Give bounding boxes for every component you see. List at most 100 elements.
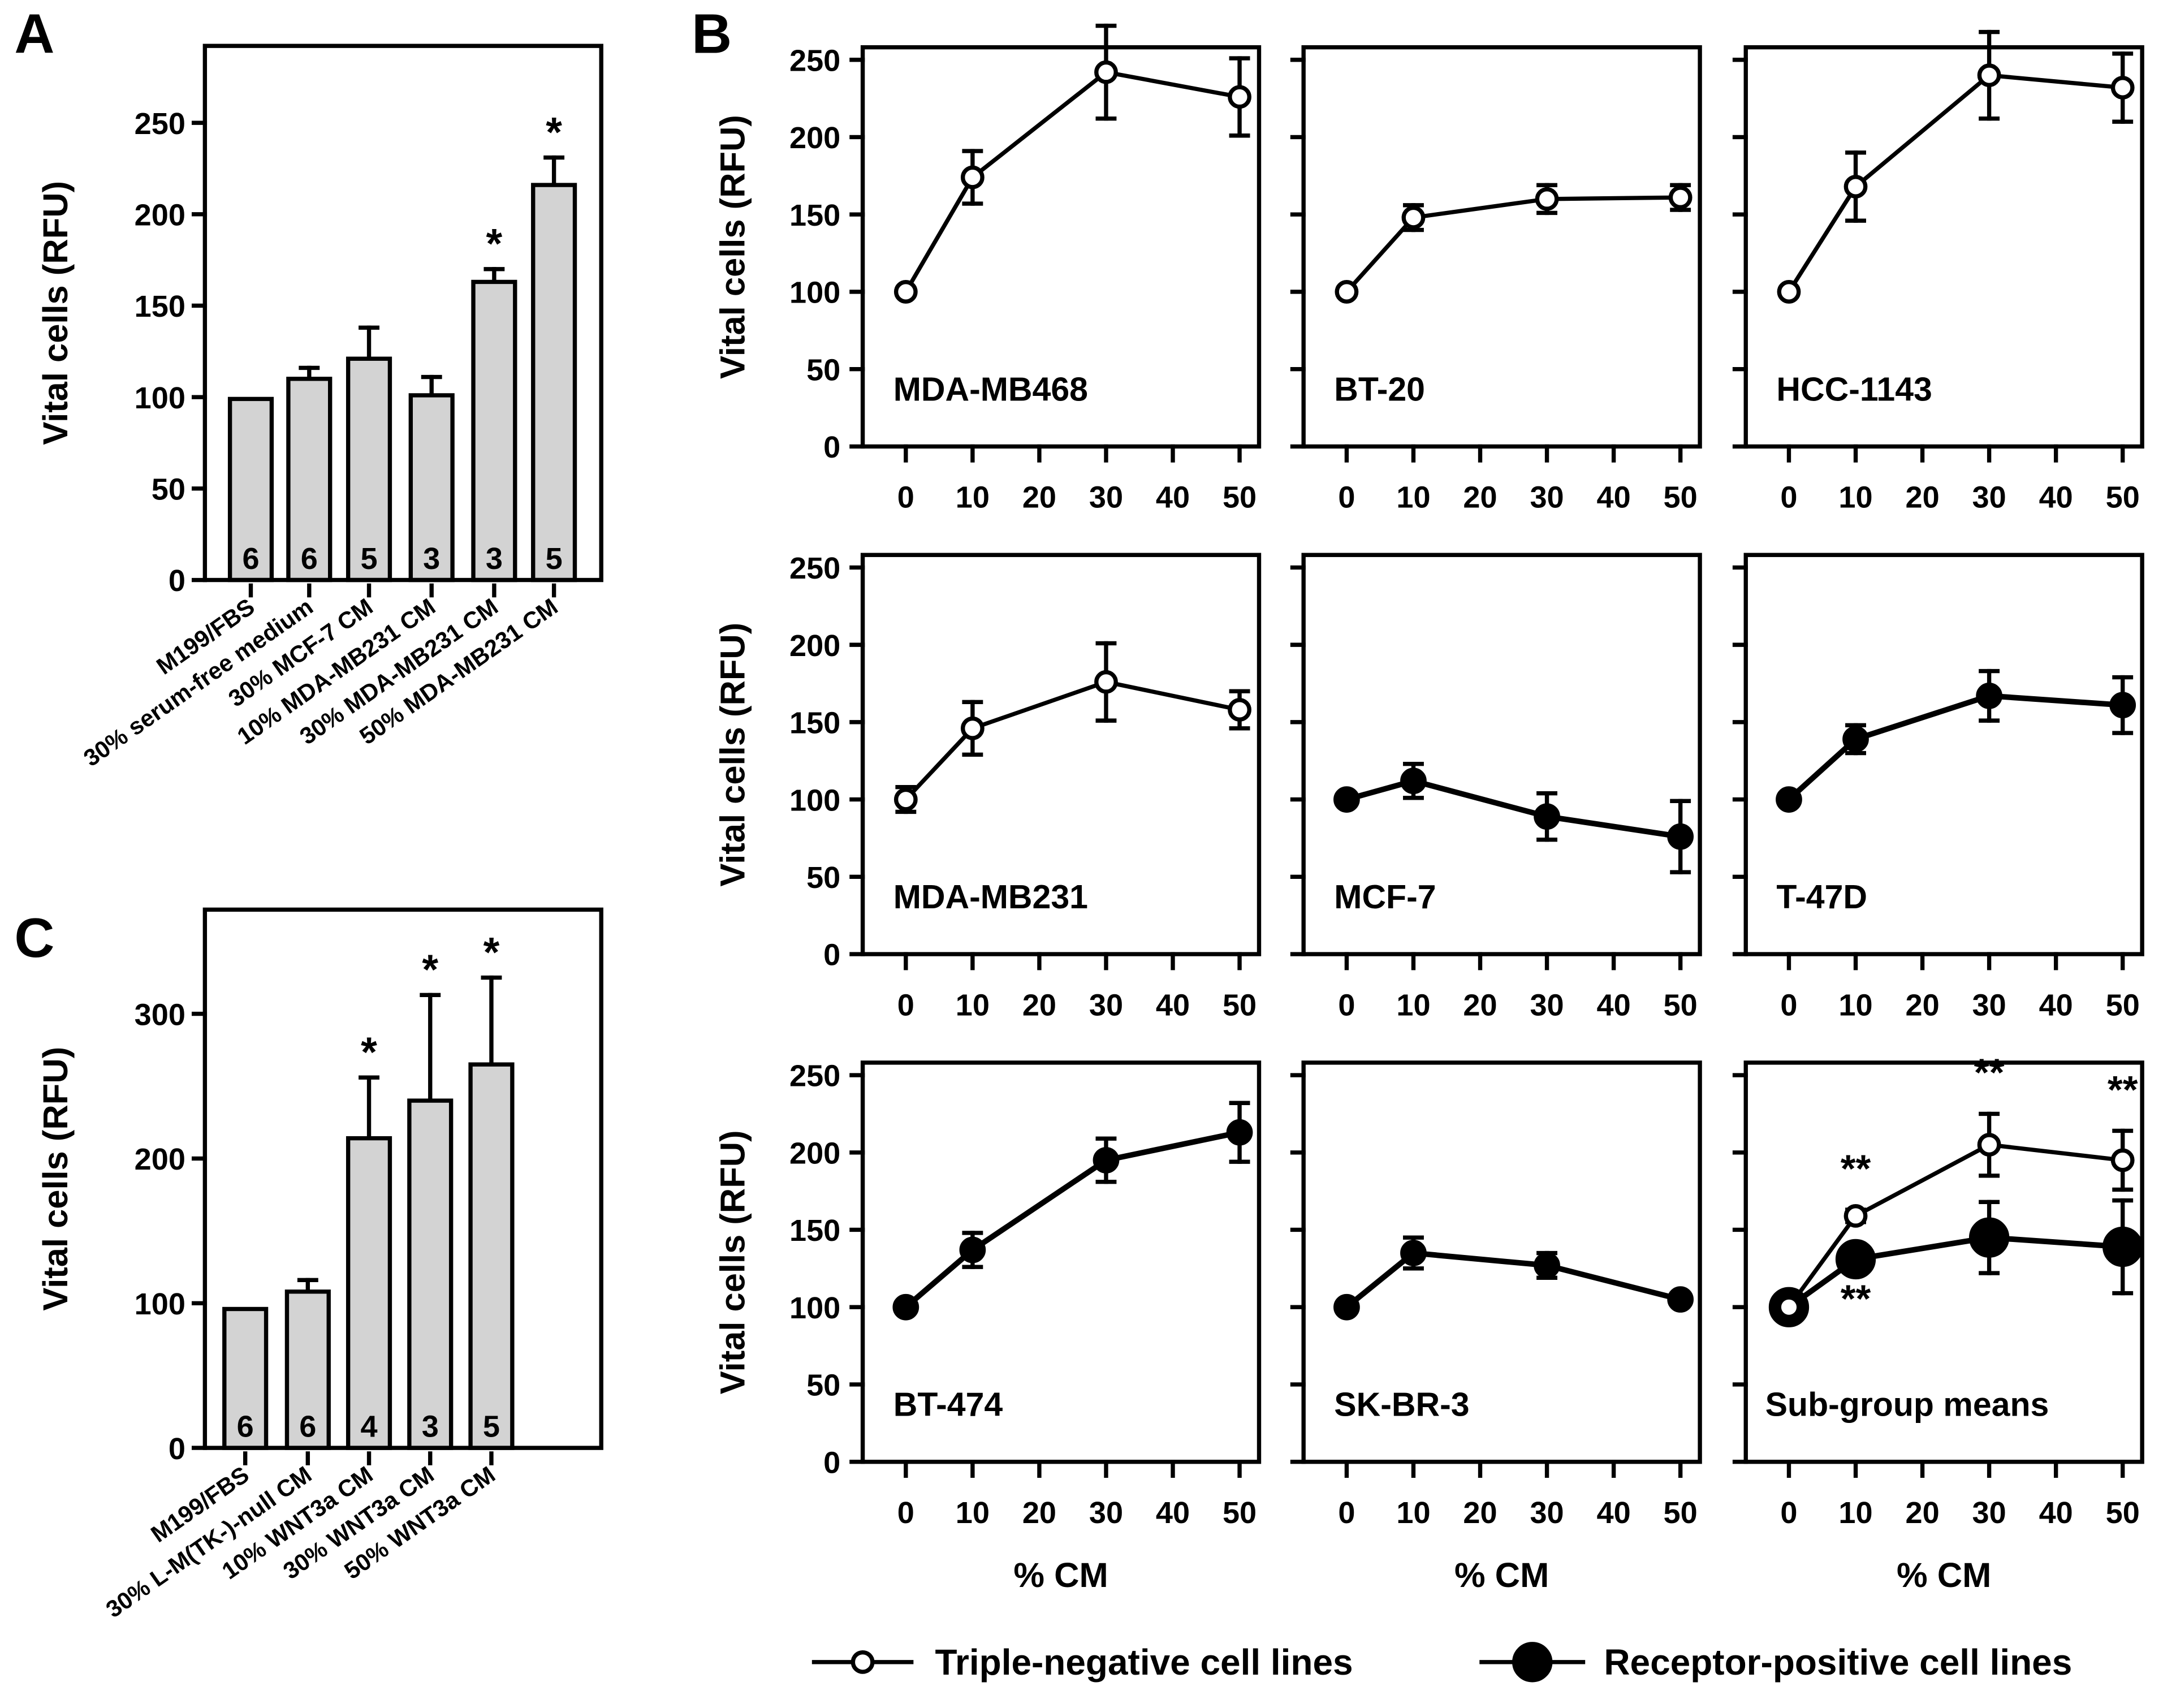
data-point <box>2110 1148 2135 1172</box>
x-tick-label: 30 <box>1972 1496 2006 1530</box>
x-tick-label: 10 <box>1396 481 1430 515</box>
data-point <box>960 716 985 740</box>
data-point <box>959 1236 986 1263</box>
x-tick-label: 10 <box>1838 988 1872 1022</box>
series-line <box>1787 1142 2123 1309</box>
y-tick-label: 100 <box>789 276 840 310</box>
significance-stars: ** <box>1841 1277 1871 1321</box>
cell-line-label: MDA-MB231 <box>893 878 1088 916</box>
x-tick-label: 40 <box>1597 988 1631 1022</box>
plot-frame <box>1301 45 1702 449</box>
cell-line-label: MDA-MB468 <box>893 370 1088 408</box>
y-tick-label: 0 <box>823 938 840 972</box>
data-point <box>1977 1133 2001 1157</box>
x-tick-label: 50 <box>1664 481 1698 515</box>
cell-line-label: T-47D <box>1776 878 1867 916</box>
data-point <box>1777 280 1801 304</box>
x-tick-label: 10 <box>1838 481 1872 515</box>
bar <box>531 183 577 583</box>
y-tick-label: 100 <box>789 783 840 817</box>
panel-label-c: C <box>14 907 54 969</box>
bar-n-label: 5 <box>546 542 563 576</box>
y-tick-label: 200 <box>789 1136 840 1170</box>
x-tick-label: 20 <box>1463 1496 1497 1530</box>
data-point <box>2109 692 2136 719</box>
series-line <box>904 1129 1241 1309</box>
x-tick-label: 10 <box>956 481 990 515</box>
x-tick-label: 20 <box>1022 481 1056 515</box>
panel-label-a: A <box>14 2 54 64</box>
x-axis-label: % CM <box>1013 1556 1108 1595</box>
x-tick-label: 30 <box>1089 1496 1123 1530</box>
x-tick-label: 20 <box>1022 1496 1056 1530</box>
triple-negative-series: ** ** ** <box>1777 1051 2138 1319</box>
legend-marker <box>850 1650 875 1674</box>
plot-frame <box>202 907 603 1450</box>
x-tick-label: 50 <box>1664 1496 1698 1530</box>
bar <box>408 393 455 583</box>
x-tick-label: 50 <box>2106 481 2140 515</box>
triple-negative-series <box>1335 183 1693 304</box>
plot-frame <box>860 45 1262 449</box>
significance-star: * <box>486 220 503 267</box>
y-tick-label: 150 <box>789 1214 840 1248</box>
data-point <box>1400 767 1427 795</box>
significance-star: * <box>361 1028 377 1075</box>
y-axis-label: Vital cells (RFU) <box>714 623 753 887</box>
y-tick-label: 250 <box>789 1059 840 1093</box>
legend-entry-triple-negative: Triple-negative cell lines <box>811 1642 1353 1683</box>
data-point <box>1968 1217 2010 1258</box>
data-point <box>1668 186 1693 210</box>
data-point <box>1400 1240 1427 1266</box>
x-tick-label: 0 <box>1338 1496 1355 1530</box>
x-tick-label: 30 <box>1972 481 2006 515</box>
x-tick-label: 0 <box>1780 1496 1797 1530</box>
subplot-sub-group-means: 0 10 20 30 40 50 % CM Sub-group means ** ** ** ** <box>1732 1051 2144 1595</box>
data-point <box>1843 175 1868 199</box>
data-point <box>1842 726 1869 753</box>
data-point <box>2102 1226 2143 1267</box>
x-tick-label: 20 <box>1905 481 1939 515</box>
data-point <box>1667 823 1694 850</box>
x-tick-label: 10 <box>956 1496 990 1530</box>
triple-negative-series <box>893 641 1251 814</box>
x-tick-label: 30 <box>1530 988 1564 1022</box>
receptor-positive-series: ** <box>1768 1198 2143 1327</box>
y-tick-label: 50 <box>806 353 840 387</box>
receptor-positive-series <box>892 1101 1253 1321</box>
y-tick-label: 50 <box>806 861 840 895</box>
x-tick-label: 50 <box>1664 988 1698 1022</box>
x-tick-label: 50 <box>1223 988 1257 1022</box>
bar-n-label: 6 <box>299 1409 316 1443</box>
series-line <box>904 679 1240 801</box>
data-point <box>1835 1239 1876 1280</box>
y-tick-label: 250 <box>789 551 840 585</box>
series-line <box>1787 1235 2123 1310</box>
bar <box>471 279 517 583</box>
data-point <box>1228 85 1251 109</box>
data-point <box>960 165 985 189</box>
data-point <box>1977 63 2001 88</box>
x-tick-label: 40 <box>1597 1496 1631 1530</box>
x-axis-label: % CM <box>1897 1556 1991 1595</box>
bar <box>468 1062 515 1450</box>
y-tick-label: 50 <box>152 473 185 507</box>
data-point <box>1534 803 1560 830</box>
y-tick-label: 150 <box>789 199 840 232</box>
bar-n-label: 6 <box>242 542 259 576</box>
plot-frame <box>1743 553 2144 956</box>
x-tick-label: 40 <box>1156 1496 1190 1530</box>
series-line <box>1345 1250 1681 1310</box>
y-tick-label: 150 <box>789 706 840 740</box>
data-point <box>1094 60 1118 84</box>
series-line <box>904 70 1240 293</box>
cell-line-label: BT-474 <box>893 1386 1003 1424</box>
y-tick-label: 300 <box>135 998 185 1032</box>
x-tick-label: 30 <box>1089 988 1123 1022</box>
subplot-mda-mb468: 0 50 100 150 200 250 0 10 20 30 40 50 Vital cells (R… <box>714 23 1262 515</box>
data-point <box>1776 786 1802 813</box>
plot-frame <box>860 553 1262 956</box>
x-tick-label: 30 <box>1089 481 1123 515</box>
data-point <box>1093 1147 1120 1174</box>
y-tick-label: 50 <box>806 1369 840 1403</box>
